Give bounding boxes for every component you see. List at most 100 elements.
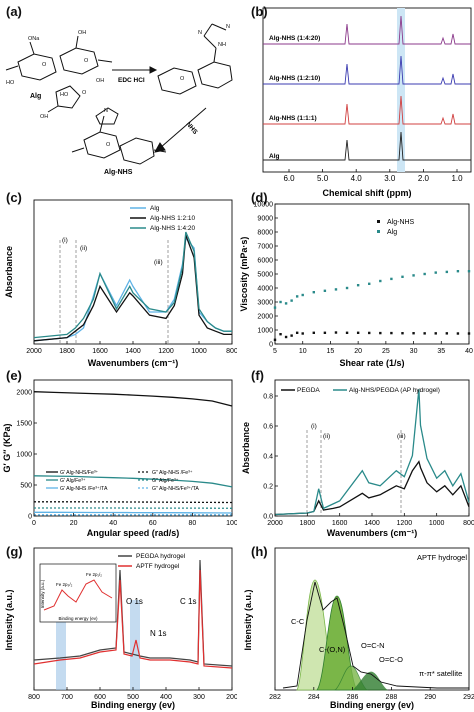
x-tick-label: 284 [308, 694, 320, 701]
legend-item: G″ Alg-NHS/Fe³⁺/TA [152, 486, 199, 492]
atom-label: O [106, 142, 111, 148]
panel-d-label: (d) [251, 190, 268, 205]
x-tick-label: 60 [149, 520, 157, 527]
x-tick-label: 300 [193, 694, 205, 701]
series-line [33, 234, 232, 342]
panel-f-label: (f) [251, 368, 264, 383]
legend-item: G″ Alg-NHS /Fe³⁺ [152, 470, 193, 476]
x-tick-label: 1600 [92, 348, 108, 355]
series-line [263, 131, 471, 161]
x-tick-label: 800 [28, 694, 40, 701]
x-tick-label: 1200 [158, 348, 174, 355]
y-tick-label: 500 [20, 483, 32, 490]
highlight-band [56, 600, 66, 690]
panel-b: (b) 6.0 5.0 4.0 3.0 2.0 1.0 Alg-NHS (1:4:20) … [237, 0, 474, 200]
atom-label: O [180, 76, 185, 82]
data-point [368, 282, 371, 285]
data-point [368, 331, 371, 335]
panel-c-label: (c) [6, 190, 22, 205]
y-tick-label: 7000 [257, 244, 273, 251]
atom-label: N [104, 108, 108, 114]
panel-g: (g) PEGDA hydrogel APTF hydrogel O 1s C … [0, 540, 237, 712]
reagent-label: EDC HCl [118, 77, 145, 84]
peak-label: C-C [291, 617, 305, 626]
atom-label: O [82, 90, 87, 96]
x-tick-label: 1.0 [451, 174, 463, 183]
plot-frame [33, 199, 233, 345]
x-tick-label: 100 [226, 520, 237, 527]
inset-y-label: Intensity (a.u.) [40, 579, 45, 608]
data-point [379, 279, 382, 283]
series-line [34, 501, 233, 504]
y-axis-label: G′ G″ (KPa) [2, 424, 12, 473]
data-point [412, 332, 415, 335]
xps-c1s-chart: APTF hydrogel C-C C-(O,N) O=C-N O=C-O π-… [243, 547, 474, 710]
x-tick-label: 700 [61, 694, 73, 701]
legend-item: Alg-NHS 1:4:20 [150, 225, 196, 232]
nmr-chart: 6.0 5.0 4.0 3.0 2.0 1.0 Alg-NHS (1:4:20) Alg-… [262, 7, 472, 198]
series-line [34, 511, 233, 514]
data-point [295, 331, 299, 334]
x-tick-label: 2.0 [418, 174, 430, 183]
data-point [345, 331, 349, 334]
peak-label: O=C-N [361, 641, 385, 650]
inset-x-label: Binding energy (ev) [58, 616, 98, 621]
atom-label: OH [78, 30, 86, 36]
series-line [33, 475, 233, 488]
x-tick-label: 1800 [300, 520, 316, 527]
x-tick-label: 1200 [397, 520, 413, 527]
x-axis-label: Binding energy (ev) [330, 700, 414, 710]
x-tick-label: 286 [347, 694, 359, 701]
data-point [390, 277, 393, 281]
y-tick-label: 5000 [257, 272, 273, 279]
data-point [445, 270, 449, 274]
x-tick-label: 1600 [332, 520, 348, 527]
data-point [279, 333, 282, 336]
legend-item: Alg-NHS 1:2:10 [150, 215, 196, 222]
x-tick-label: 10 [299, 348, 307, 355]
x-axis-label: Angular speed (rad/s) [87, 528, 180, 538]
data-point [312, 291, 315, 294]
data-point [356, 331, 360, 334]
data-point [323, 289, 327, 292]
x-tick-label: 288 [386, 694, 398, 701]
x-tick-label: 1400 [364, 520, 380, 527]
y-tick-label: 0.4 [263, 454, 273, 461]
ftir-chart-f: 0.0 0.2 0.4 0.6 0.8 2000 1800 1600 1400 1200 1000 8… [241, 379, 474, 538]
x-tick-label: 3.0 [384, 174, 396, 183]
series-line [274, 389, 470, 516]
panel-g-label: (g) [6, 544, 23, 559]
peak-label: N 1s [150, 629, 166, 638]
y-tick-label: 2000 [16, 390, 32, 397]
legend-item: Alg [387, 229, 397, 236]
data-point [284, 302, 288, 305]
x-tick-label: 40 [109, 520, 117, 527]
data-point [445, 332, 449, 335]
x-tick-label: 800 [463, 520, 474, 527]
data-point [295, 295, 299, 298]
chart-title: APTF hydrogel [417, 553, 467, 562]
viscosity-chart: 0 1000 2000 3000 4000 5000 6000 7000 8000 9000 100… [239, 202, 473, 369]
data-point [412, 274, 415, 277]
data-point [273, 306, 277, 309]
atom-label: O [84, 58, 89, 64]
x-tick-label: 30 [410, 348, 418, 355]
legend-item: Alg-NHS [387, 219, 415, 226]
data-point [290, 334, 293, 337]
x-tick-label: 40 [465, 348, 473, 355]
series-line [263, 15, 471, 45]
series-line [33, 391, 233, 407]
x-tick-label: 5 [273, 348, 277, 355]
series-label: Alg-NHS (1:4:20) [269, 35, 320, 42]
panel-h: (h) APTF hydrogel C-C C-(O,N) O=C-N O=C-… [237, 540, 474, 712]
x-tick-label: 1000 [191, 348, 207, 355]
data-point [312, 331, 315, 334]
data-point [290, 299, 293, 302]
data-point [434, 271, 437, 274]
y-tick-label: 1000 [16, 452, 32, 459]
legend-item: APTF hydrogel [136, 563, 180, 570]
y-axis-label: Intensity (a.u.) [4, 589, 14, 650]
x-tick-label: 1000 [429, 520, 445, 527]
y-tick-label: 8000 [257, 230, 273, 237]
x-tick-label: 80 [189, 520, 197, 527]
